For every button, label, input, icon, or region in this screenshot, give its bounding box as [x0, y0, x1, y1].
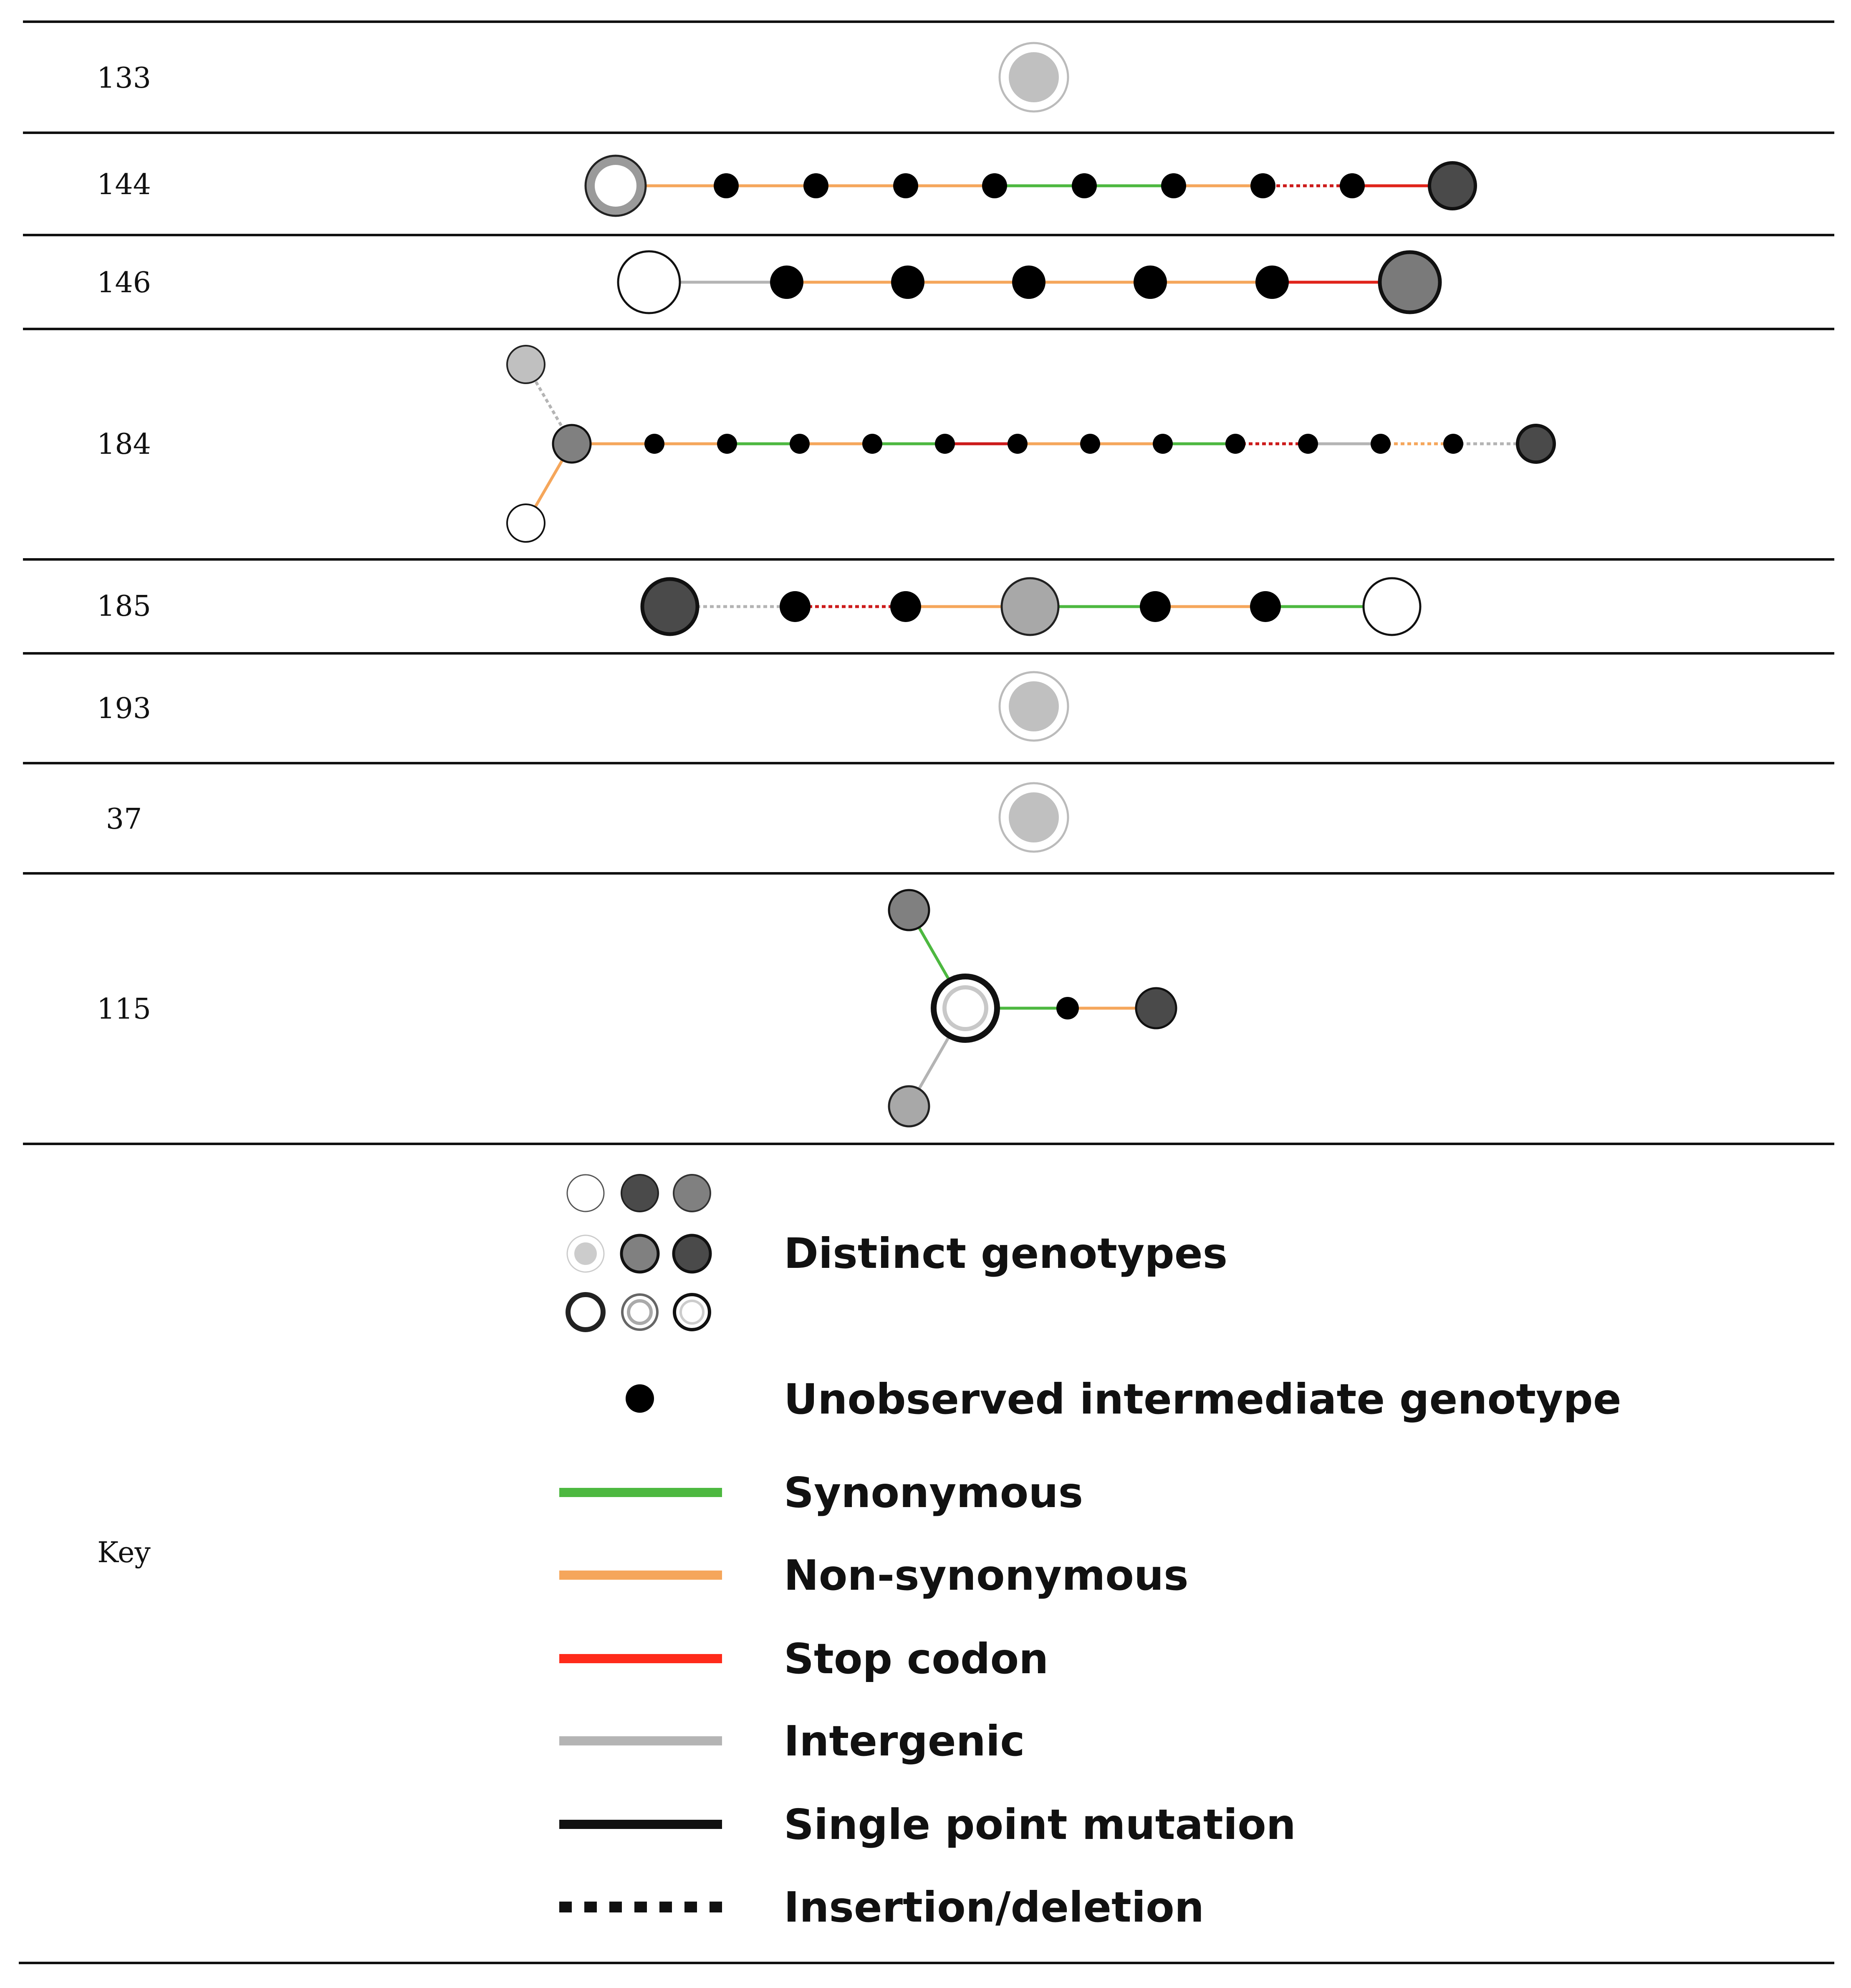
genotype-node-core [1009, 52, 1059, 102]
genotype-node-core [1009, 681, 1059, 731]
genotype-node [1362, 577, 1422, 636]
intermediate-node [935, 434, 955, 454]
network-193 [998, 671, 1069, 742]
row-label-144: 144 [97, 168, 151, 201]
genotype-node [888, 889, 930, 931]
legend-genotype-black-ring-core [679, 1300, 705, 1325]
intermediate-node [1056, 997, 1079, 1019]
row-label-37: 37 [106, 803, 142, 836]
legend-genotype-dark-bold [672, 1234, 712, 1274]
intermediate-node [1080, 434, 1100, 454]
genotype-node [1428, 161, 1477, 210]
network-146 [617, 250, 1442, 314]
legend-genotype-white [566, 1174, 605, 1212]
row-label-115: 115 [97, 993, 151, 1026]
legend-intermediate-node [626, 1384, 654, 1413]
row-label-193: 193 [97, 692, 151, 725]
legend-label-unobserved: Unobserved intermediate genotype [784, 1375, 1621, 1424]
intermediate-node [1153, 434, 1173, 454]
intermediate-node [982, 173, 1007, 198]
intermediate-node [1012, 266, 1045, 299]
intermediate-node [1443, 434, 1463, 454]
intermediate-node [1161, 173, 1186, 198]
intermediate-node [770, 266, 803, 299]
row-label-184: 184 [97, 428, 151, 461]
table-rules [19, 20, 1834, 1964]
intermediate-node [1134, 266, 1167, 299]
legend: Distinct genotypes Unobserved intermedia… [559, 1174, 1621, 1932]
legend-label-intergenic: Intergenic [784, 1717, 1025, 1765]
legend-genotype-mid-bold [620, 1234, 660, 1274]
genotype-node-core [1009, 792, 1059, 842]
network-144 [584, 154, 1477, 217]
network-37 [998, 782, 1069, 853]
intermediate-node [780, 591, 811, 622]
intermediate-node [1250, 173, 1275, 198]
genotype-node [506, 345, 545, 384]
intermediate-node [891, 266, 924, 299]
legend-label-distinct-genotypes: Distinct genotypes [784, 1229, 1227, 1278]
intermediate-node [644, 434, 664, 454]
legend-genotype-ring-light-core [574, 1242, 597, 1265]
genotype-node [888, 1085, 930, 1128]
intermediate-node [1250, 591, 1281, 622]
row-label-185: 185 [97, 590, 151, 623]
intermediate-node [890, 591, 921, 622]
genotype-node [552, 424, 592, 464]
legend-label-synonymous: Synonymous [784, 1468, 1083, 1517]
intermediate-node [803, 173, 828, 198]
genotype-node [640, 577, 699, 636]
legend-genotype-swatches [566, 1174, 712, 1332]
legend-label-stop-codon: Stop codon [784, 1634, 1048, 1683]
intermediate-node [717, 434, 737, 454]
intermediate-node [1298, 434, 1318, 454]
legend-genotype-dark [621, 1174, 659, 1212]
intermediate-node [1072, 173, 1097, 198]
network-115 [888, 889, 1177, 1128]
intermediate-node [1255, 266, 1289, 299]
genotype-node [617, 250, 681, 314]
legend-genotype-thick-ring [566, 1292, 606, 1332]
genotype-node-core [595, 165, 636, 207]
row-label-133: 133 [97, 62, 151, 95]
intermediate-node [1008, 434, 1028, 454]
genotype-node [1516, 424, 1556, 464]
intermediate-node [714, 173, 739, 198]
genotype-node [506, 503, 545, 543]
intermediate-node [1140, 591, 1171, 622]
intermediate-node [862, 434, 882, 454]
intermediate-node [1340, 173, 1365, 198]
legend-label-indel: Insertion/deletion [784, 1883, 1204, 1932]
genotype-node [1135, 987, 1177, 1029]
intermediate-node [1225, 434, 1245, 454]
network-184 [506, 345, 1556, 543]
intermediate-node [893, 173, 918, 198]
row-label-key: Key [97, 1536, 151, 1569]
legend-genotype-mid [673, 1174, 711, 1212]
row-labels: 133 144 146 184 185 193 37 115 Key [97, 62, 151, 1569]
legend-genotype-grey-ring-core [627, 1299, 653, 1325]
legend-label-non-synonymous: Non-synonymous [784, 1551, 1189, 1600]
network-185 [640, 577, 1422, 636]
legend-label-single-point: Single point mutation [784, 1800, 1296, 1849]
intermediate-node [1371, 434, 1391, 454]
genotype-node [1000, 577, 1060, 636]
genotype-node-core [942, 985, 988, 1031]
genotype-node [1378, 250, 1442, 314]
network-133 [998, 42, 1069, 113]
intermediate-node [790, 434, 810, 454]
row-label-146: 146 [97, 266, 151, 299]
